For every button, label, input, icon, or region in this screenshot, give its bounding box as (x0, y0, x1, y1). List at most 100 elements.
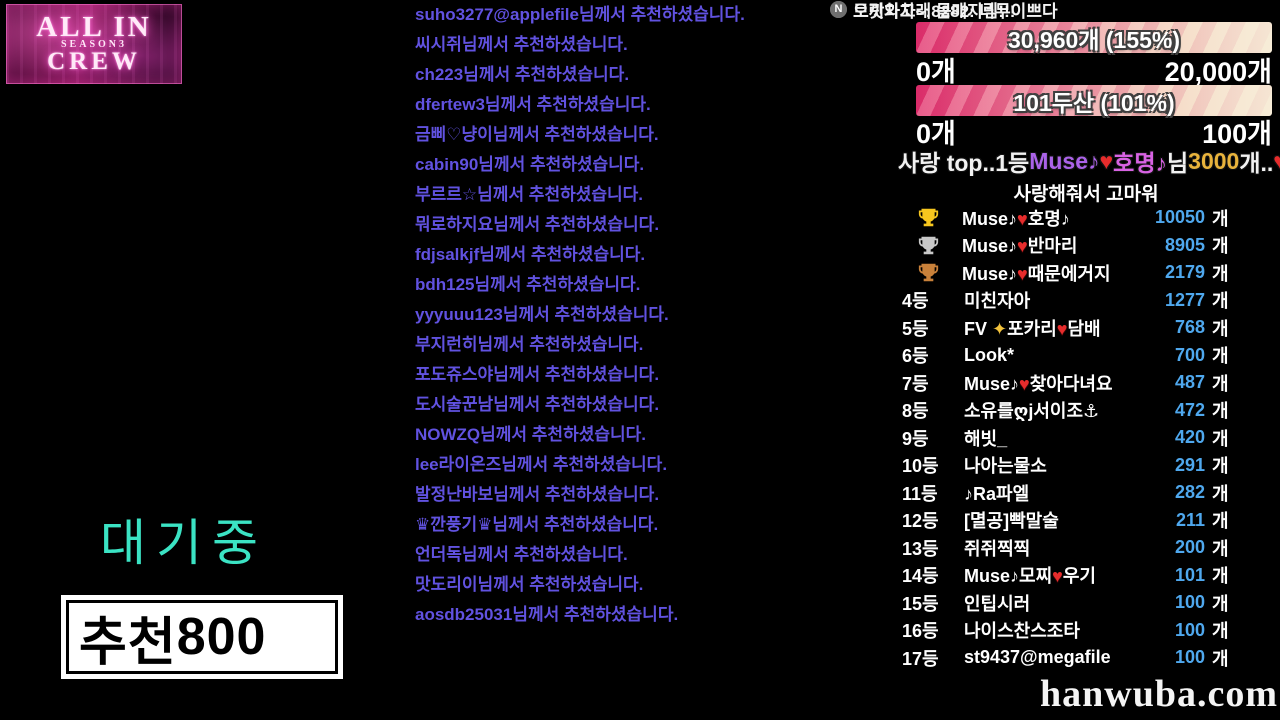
recommend-label: 추천 (79, 613, 177, 672)
rank-label: 7등 (902, 373, 929, 394)
goal-bar-2: 101두산 (101%) (916, 85, 1272, 116)
logo-line3: CREW (47, 47, 141, 75)
recommend-message: 도시술꾼남님께서 추천하셨습니다. (415, 387, 885, 417)
love-top-segment: 사랑 top..1등 (898, 150, 1030, 176)
player-name: 미친자아 (964, 291, 1031, 312)
goal-bar-2-min: 0개 (916, 118, 956, 149)
chat-text: 토끼와고래8282: 너무이쁘다 (853, 1, 1058, 21)
chat-text: fdjsalkjf님께서 추천하셨습니다. (415, 244, 646, 264)
goal-bar-1: 30,960개 (155%) (916, 22, 1272, 53)
heart-icon: ♥ (1052, 566, 1063, 587)
chat-text: lee라이온즈님께서 추천하셨습니다. (415, 454, 668, 474)
count-unit: 개 (1212, 621, 1229, 642)
recommend-message: cabin90님께서 추천하셨습니다. (415, 147, 885, 177)
love-top-segment: 개.. (1239, 150, 1274, 176)
leaderboard-row: 7등 Muse♪♥찾아다녀요 487 개 (900, 369, 1272, 397)
rank-label: 11등 (902, 483, 938, 504)
recommend-message: 맛도리이님께서 추천하셨습니다. (415, 567, 885, 597)
leaderboard-row: Muse♪♥반마리 8905 개 (900, 232, 1272, 260)
player-name: Muse♪♥반마리 (962, 236, 1078, 257)
count-unit: 개 (1212, 236, 1229, 257)
rank-label: 9등 (902, 428, 929, 449)
trophy-icon (918, 209, 938, 227)
trophy-icon (918, 236, 938, 254)
count-unit: 개 (1212, 593, 1229, 614)
gift-count: 100 (1174, 647, 1205, 668)
recommend-counter: 추천 800 (66, 600, 338, 674)
recommend-message: 뭐로하지요님께서 추천하셨습니다. (415, 207, 885, 237)
gift-count: 10050 (1154, 207, 1205, 228)
recommend-count: 800 (176, 608, 267, 666)
leaderboard-row: Muse♪♥때문에거지 2179 개 (900, 259, 1272, 287)
recommend-message: 씨시쥐님께서 추천하셨습니다. (415, 27, 885, 57)
leaderboard-row: 8등 소유를ღj서이조⚓ 472 개 (900, 397, 1272, 425)
chat-text: bdh125님께서 추천하셨습니다. (415, 274, 641, 294)
gift-count: 282 (1174, 482, 1205, 503)
gift-count: 2179 (1164, 262, 1205, 283)
leaderboard-row: 5등 FV ✦포카리♥담배 768 개 (900, 314, 1272, 342)
goal-bar-1-scale: 0개 20,000개 (916, 54, 1272, 87)
gift-count: 100 (1174, 619, 1205, 640)
leaderboard-row: 13등 쥐쥐찍찍 200 개 (900, 534, 1272, 562)
leaderboard-row: 6등 Look* 700 개 (900, 342, 1272, 370)
leaderboard-row: 16등 나이스찬스조타 100 개 (900, 617, 1272, 645)
player-name: 나아는물소 (964, 456, 1047, 477)
love-top-segment: Muse♪ (1029, 147, 1100, 174)
rank-label: 17등 (902, 648, 939, 669)
chat-text: NOWZQ님께서 추천하셨습니다. (415, 424, 646, 444)
recommend-message: yyyuuu123님께서 추천하셨습니다. (415, 297, 885, 327)
recommend-message: 언더독님께서 추천하셨습니다. (415, 537, 885, 567)
chat-text: 맛도리이님께서 추천하셨습니다. (415, 574, 644, 594)
love-top-segment: 님 (1166, 150, 1189, 176)
count-unit: 개 (1212, 263, 1229, 284)
chat-text: 부지런히님께서 추천하셨습니다. (415, 334, 644, 354)
heart-icon: ♥ (1019, 373, 1030, 394)
chat-text: aosdb25031님께서 추천하셨습니다. (415, 604, 679, 624)
count-unit: 개 (1212, 538, 1229, 559)
player-name: Muse♪♥호명♪ (962, 208, 1070, 229)
chat-text: 도시술꾼남님께서 추천하셨습니다. (415, 394, 660, 414)
recommend-message: 금삐♡냥이님께서 추천하셨습니다. (415, 117, 885, 147)
logo-line1: ALL IN (36, 10, 152, 43)
recommend-message: bdh125님께서 추천하셨습니다. (415, 267, 885, 297)
rank-label: 5등 (902, 318, 929, 339)
rank-label: 8등 (902, 401, 929, 422)
recommend-message: ♛깐풍기♛님께서 추천하셨습니다. (415, 507, 885, 537)
chat-text: 부르르☆님께서 추천하셨습니다. (415, 184, 644, 204)
rank-label: 15등 (902, 593, 939, 614)
recommend-message: 부르르☆님께서 추천하셨습니다. (415, 177, 885, 207)
player-name: Muse♪♥찾아다녀요 (964, 373, 1113, 394)
chat-text: 포도쥬스야님께서 추천하셨습니다. (415, 364, 660, 384)
gift-count: 200 (1174, 537, 1205, 558)
chat-text: 발정난바보님께서 추천하셨습니다. (415, 484, 660, 504)
chat-list: suho3277@applefile님께서 추천하셨습니다. 씨시쥐님께서 추천하… (415, 0, 1058, 627)
player-name: ♪Ra파엘 (964, 483, 1030, 504)
gift-count: 487 (1174, 372, 1205, 393)
player-name: [멸공]빡말술 (964, 511, 1059, 532)
goal-bar-1-value: 30,960개 (155%) (1007, 26, 1181, 53)
recommend-message: fdjsalkjf님께서 추천하셨습니다. (415, 237, 885, 267)
count-unit: 개 (1212, 456, 1229, 477)
leaderboard-row: 12등 [멸공]빡말술 211 개 (900, 507, 1272, 535)
count-unit: 개 (1212, 208, 1229, 229)
chat-text: dfertew3님께서 추천하셨습니다. (415, 94, 651, 114)
leaderboard-row: 11등 ♪Ra파엘 282 개 (900, 479, 1272, 507)
count-unit: 개 (1212, 373, 1229, 394)
player-name: Muse♪모찌♥우기 (964, 566, 1096, 587)
gift-count: 8905 (1164, 234, 1205, 255)
gift-count: 100 (1174, 592, 1205, 613)
leaderboard-title: 사랑해줘서 고마워 (1013, 183, 1159, 205)
chat-text: ♛깐풍기♛님께서 추천하셨습니다. (415, 514, 659, 534)
leaderboard-row: 15등 인팁시러 100 개 (900, 589, 1272, 617)
chat-text: ch223님께서 추천하셨습니다. (415, 64, 630, 84)
player-name: Muse♪♥때문에거지 (962, 263, 1111, 284)
crew-logo: ALL IN SEASON3 CREW (6, 4, 182, 84)
chat-text: 언더독님께서 추천하셨습니다. (415, 544, 628, 564)
rank-label: 10등 (902, 456, 939, 477)
heart-icon: ♥ (1017, 208, 1028, 229)
leaderboard: Muse♪♥호명♪ 10050 개 Muse♪♥반마리 8905 개 Muse♪♥때문에거지… (900, 204, 1272, 672)
count-unit: 개 (1212, 401, 1229, 422)
leaderboard-row: 14등 Muse♪모찌♥우기 101 개 (900, 562, 1272, 590)
